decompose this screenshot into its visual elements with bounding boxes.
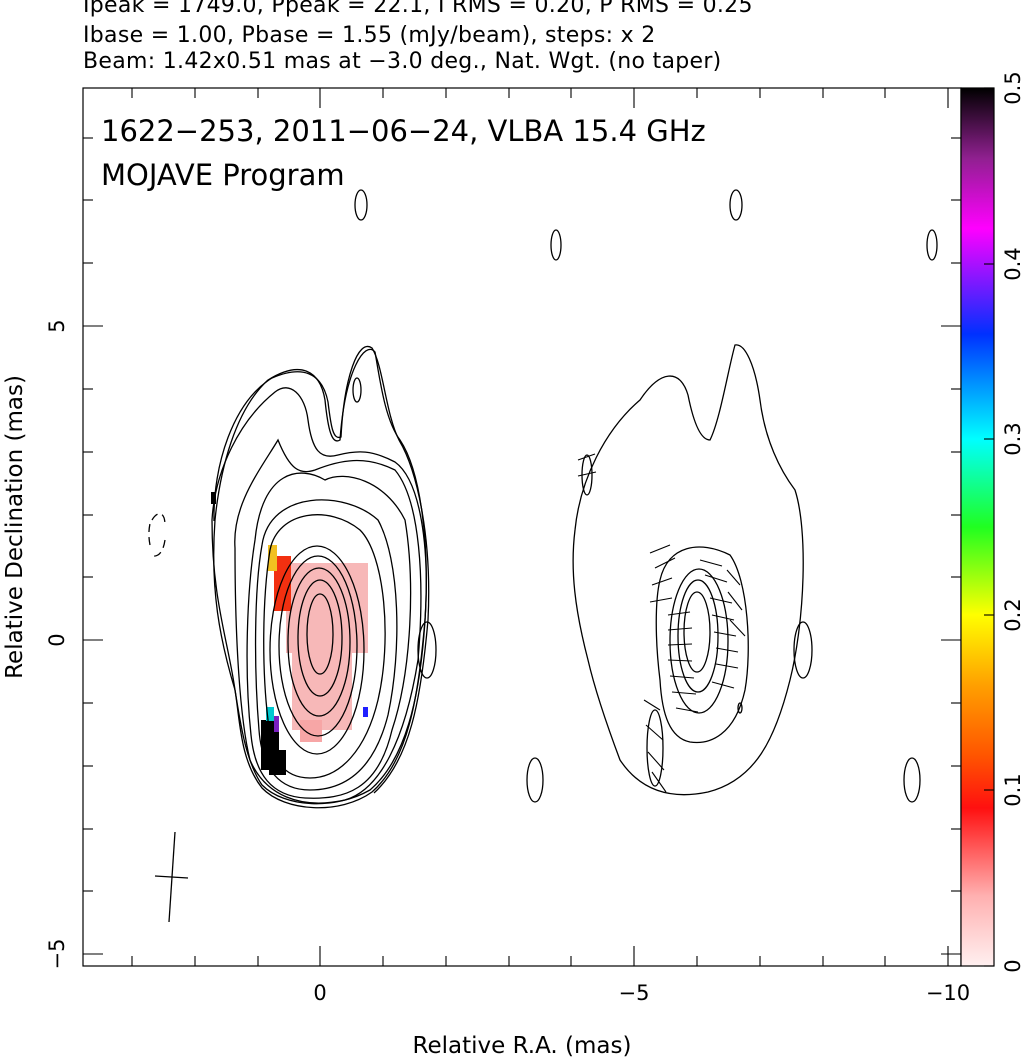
y-ticks — [83, 137, 961, 955]
colorbar-tick-label: 0.5 — [1001, 71, 1022, 104]
contours-right — [526, 189, 938, 803]
x-tick-label: −5 — [619, 981, 650, 1005]
y-tick-label: −5 — [45, 939, 69, 970]
header-line-1: Ipeak = 1749.0, Ppeak = 22.1, I RMS = 0.… — [83, 0, 753, 18]
plot-title-line-2: MOJAVE Program — [101, 158, 345, 192]
colorbar-tick-label: 0.1 — [1001, 773, 1022, 806]
colorbar-tick-label: 0.2 — [1001, 598, 1022, 631]
y-tick-label: 5 — [45, 319, 69, 332]
x-tick-label: −10 — [926, 981, 970, 1005]
y-axis-title: Relative Declination (mas) — [2, 375, 28, 679]
colorbar-tick-label: 0.3 — [1001, 422, 1022, 455]
header-line-3: Beam: 1.42x0.51 mas at −3.0 deg., Nat. W… — [83, 49, 722, 74]
x-axis-title: Relative R.A. (mas) — [413, 1033, 632, 1059]
y-tick-label: 0 — [45, 633, 69, 646]
colorbar-tick-label: 0 — [1001, 959, 1022, 972]
restoring-beam — [154, 831, 189, 923]
plot-title-line-1: 1622−253, 2011−06−24, VLBA 15.4 GHz — [101, 114, 706, 148]
x-tick-label: 0 — [313, 981, 326, 1005]
header-line-2: Ibase = 1.00, Pbase = 1.55 (mJy/beam), s… — [83, 23, 656, 48]
evpa-vectors — [577, 453, 746, 793]
contours-left — [148, 189, 437, 809]
colorbar — [960, 87, 995, 967]
colorbar-gradient — [960, 87, 995, 967]
x-ticks — [131, 88, 949, 966]
colorbar-tick-label: 0.4 — [1001, 247, 1022, 280]
